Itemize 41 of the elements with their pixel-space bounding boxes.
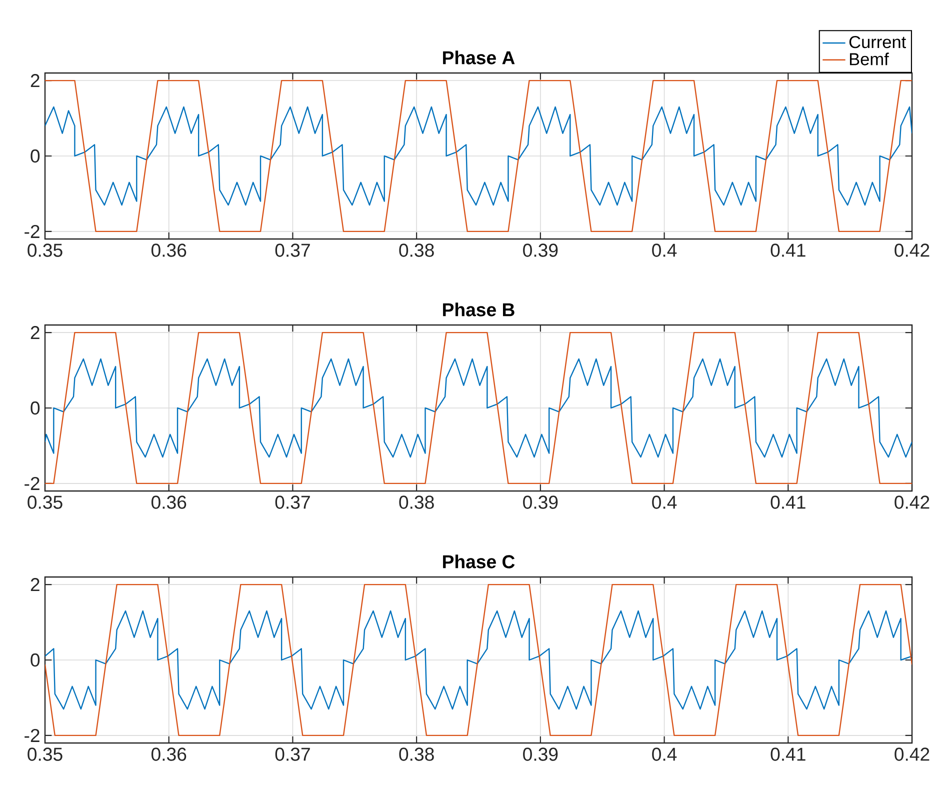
x-tick-label: 0.42 xyxy=(894,748,930,761)
y-tick-label: -2 xyxy=(24,224,40,238)
y-tick-label: 0 xyxy=(30,653,40,667)
line-series xyxy=(45,358,912,458)
x-tick-label: 0.39 xyxy=(523,748,558,761)
x-tick-label: 0.39 xyxy=(523,244,558,257)
x-tick-label: 0.36 xyxy=(151,244,186,257)
y-tick-label: 0 xyxy=(30,401,40,415)
x-tick-label: 0.35 xyxy=(28,496,62,509)
x-tick-label: 0.36 xyxy=(151,496,186,509)
x-tick-label: 0.38 xyxy=(399,496,434,509)
x-tick-label: 0.42 xyxy=(894,496,930,509)
x-tick-label: 0.39 xyxy=(523,496,558,509)
x-tick-label: 0.37 xyxy=(275,496,310,509)
x-tick-label: 0.37 xyxy=(275,244,310,257)
x-tick-label: 0.4 xyxy=(652,496,677,509)
x-tick-label: 0.38 xyxy=(399,244,434,257)
chart-title: Phase B xyxy=(443,302,514,316)
chart-title: Phase C xyxy=(443,554,515,568)
x-tick-label: 0.4 xyxy=(652,748,677,761)
line-series xyxy=(45,106,912,206)
line-series xyxy=(45,610,912,710)
x-tick-label: 0.35 xyxy=(28,748,62,761)
x-tick-label: 0.41 xyxy=(770,748,806,761)
y-tick-label: 2 xyxy=(30,578,40,592)
y-tick-label: 2 xyxy=(30,74,40,88)
legend-label: Current xyxy=(849,36,906,48)
y-tick-label: -2 xyxy=(24,728,40,742)
x-tick-label: 0.35 xyxy=(28,244,62,257)
y-tick-label: -2 xyxy=(24,476,40,490)
y-tick-label: 2 xyxy=(30,326,40,340)
chart-title: Phase A xyxy=(443,50,515,64)
x-tick-label: 0.41 xyxy=(770,496,806,509)
legend-label: Bemf xyxy=(850,52,889,66)
y-tick-label: 0 xyxy=(30,149,40,163)
x-tick-label: 0.42 xyxy=(894,244,930,257)
x-tick-label: 0.36 xyxy=(151,748,186,761)
x-tick-label: 0.37 xyxy=(275,748,310,761)
x-tick-label: 0.4 xyxy=(652,244,677,257)
x-tick-label: 0.38 xyxy=(399,748,434,761)
x-tick-label: 0.41 xyxy=(770,244,806,257)
